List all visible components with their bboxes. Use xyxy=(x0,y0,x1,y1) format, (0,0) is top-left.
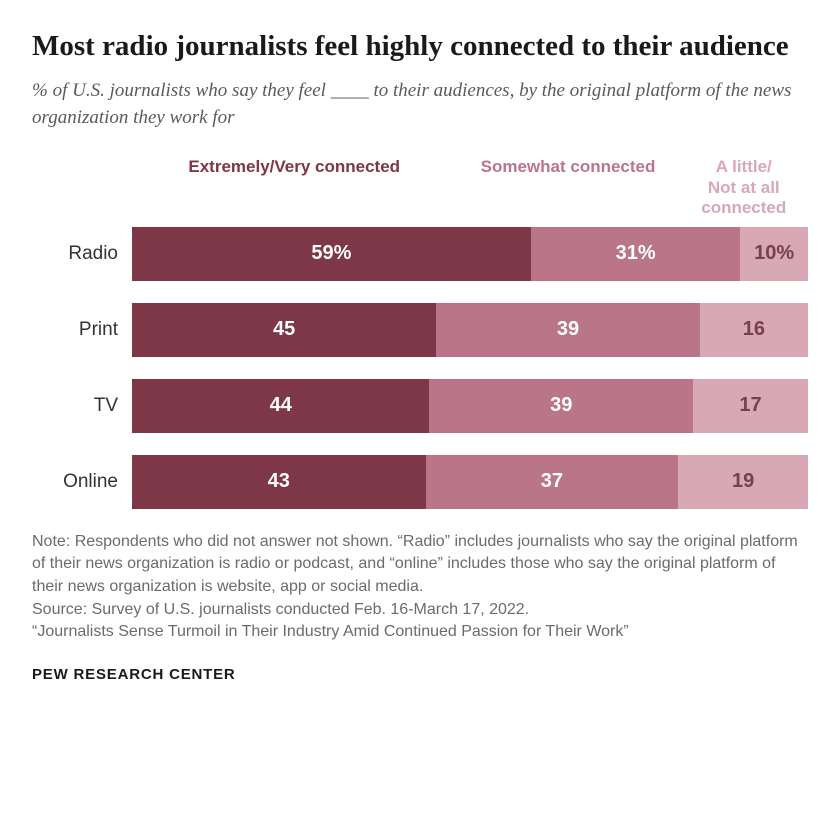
chart-row: Radio59%31%10% xyxy=(32,227,808,281)
bar-segment-somewhat: 37 xyxy=(426,455,679,509)
legend-item-little: A little/Not at all connected xyxy=(680,157,808,218)
chart-row: TV443917 xyxy=(32,379,808,433)
bar: 59%31%10% xyxy=(132,227,808,281)
chart-title: Most radio journalists feel highly conne… xyxy=(32,28,808,64)
brand-label: PEW RESEARCH CENTER xyxy=(32,666,808,683)
bar: 433719 xyxy=(132,455,808,509)
category-label: Print xyxy=(32,319,132,341)
bar-segment-little: 16 xyxy=(700,303,808,357)
bar-segment-somewhat: 39 xyxy=(429,379,693,433)
bar: 443917 xyxy=(132,379,808,433)
legend: Extremely/Very connectedSomewhat connect… xyxy=(32,157,808,218)
category-label: Online xyxy=(32,471,132,493)
bar-segment-little: 10% xyxy=(740,227,808,281)
chart-area: Radio59%31%10%Print453916TV443917Online4… xyxy=(32,227,808,509)
bar-segment-extremely: 59% xyxy=(132,227,531,281)
bar: 453916 xyxy=(132,303,808,357)
bar-segment-little: 17 xyxy=(693,379,808,433)
category-label: Radio xyxy=(32,243,132,265)
chart-source: Source: Survey of U.S. journalists condu… xyxy=(32,599,808,622)
legend-item-extremely: Extremely/Very connected xyxy=(132,157,456,218)
chart-reference: “Journalists Sense Turmoil in Their Indu… xyxy=(32,621,808,644)
chart-row: Online433719 xyxy=(32,455,808,509)
chart-row: Print453916 xyxy=(32,303,808,357)
chart-note: Note: Respondents who did not answer not… xyxy=(32,531,808,599)
category-label: TV xyxy=(32,395,132,417)
bar-segment-somewhat: 39 xyxy=(436,303,700,357)
bar-segment-extremely: 43 xyxy=(132,455,426,509)
chart-subtitle: % of U.S. journalists who say they feel … xyxy=(32,78,808,131)
bar-segment-extremely: 45 xyxy=(132,303,436,357)
bar-segment-somewhat: 31% xyxy=(531,227,741,281)
legend-item-somewhat: Somewhat connected xyxy=(456,157,679,218)
bar-segment-extremely: 44 xyxy=(132,379,429,433)
bar-segment-little: 19 xyxy=(678,455,808,509)
